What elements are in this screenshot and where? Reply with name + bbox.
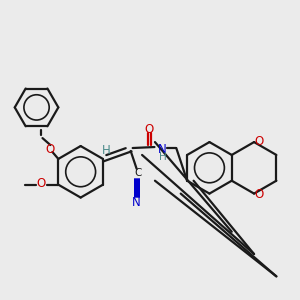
Text: O: O: [254, 188, 264, 201]
Text: O: O: [144, 123, 154, 136]
Text: C: C: [134, 168, 141, 178]
Text: O: O: [46, 142, 55, 155]
Text: N: N: [132, 196, 141, 209]
Text: H: H: [102, 145, 110, 158]
Text: H: H: [158, 152, 166, 162]
Text: O: O: [254, 135, 264, 148]
Text: N: N: [158, 142, 167, 155]
Text: O: O: [36, 177, 45, 190]
